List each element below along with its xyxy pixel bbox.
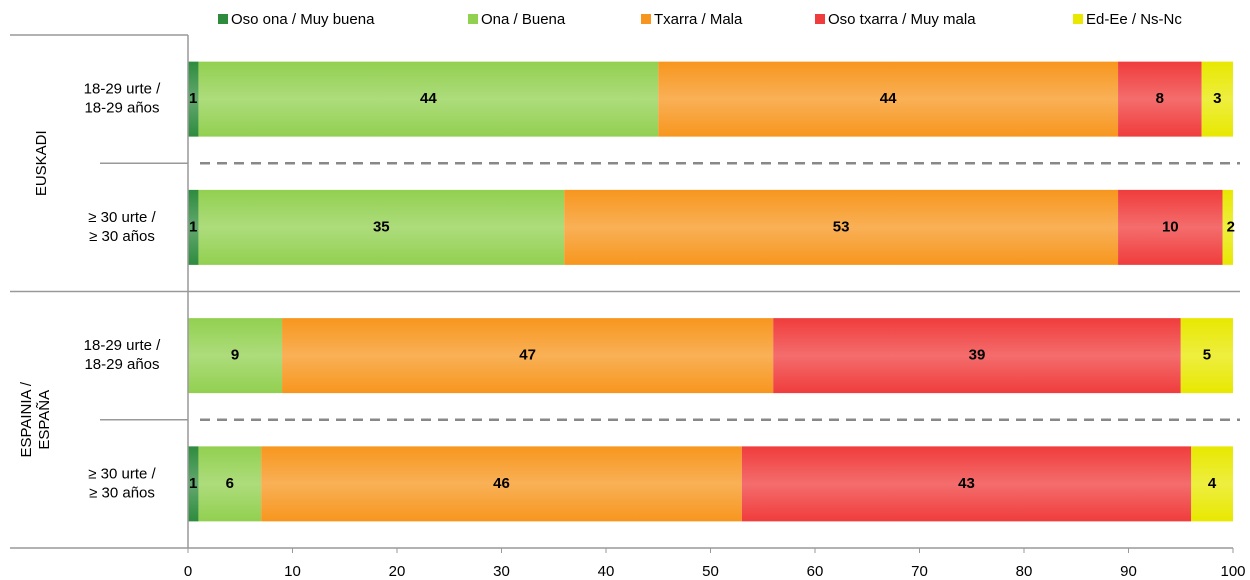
value-label: 1: [189, 475, 197, 492]
x-tick-label: 40: [598, 563, 615, 580]
value-label: 43: [958, 475, 975, 492]
value-label: 1: [189, 218, 197, 235]
legend-label: Txarra / Mala: [654, 11, 743, 28]
value-label: 1: [189, 90, 197, 107]
bar-segment: [564, 189, 1119, 265]
value-label: 53: [833, 218, 850, 235]
bar-segment: [1118, 61, 1202, 137]
x-tick-label: 70: [911, 563, 928, 580]
x-tick-label: 60: [807, 563, 824, 580]
bar-segment: [282, 318, 774, 394]
x-tick-label: 20: [389, 563, 406, 580]
bar-segment: [1191, 446, 1233, 522]
value-label: 6: [226, 475, 234, 492]
bar-segment: [1118, 189, 1223, 265]
group-label: EUSKADI: [33, 130, 50, 196]
category-label: ≥ 30 urte /: [88, 465, 156, 482]
bar-segment: [188, 189, 199, 265]
bar-segment: [1222, 189, 1233, 265]
x-tick-label: 30: [493, 563, 510, 580]
legend-swatch: [1073, 14, 1083, 24]
bar-segment: [658, 61, 1119, 137]
x-tick-label: 80: [1016, 563, 1033, 580]
value-label: 4: [1208, 475, 1217, 492]
bar-segment: [741, 446, 1192, 522]
value-label: 9: [231, 347, 239, 364]
value-label: 46: [493, 475, 510, 492]
value-label: 47: [519, 347, 536, 364]
group-label: ESPAINIA /ESPAÑA: [18, 381, 53, 457]
category-label: 18-29 urte /: [84, 81, 162, 98]
x-tick-label: 50: [702, 563, 719, 580]
value-label: 44: [880, 90, 897, 107]
bar-segment: [773, 318, 1181, 394]
bar-segment: [198, 61, 659, 137]
bar-segment: [188, 446, 199, 522]
category-label: 18-29 años: [84, 100, 159, 117]
x-tick-label: 0: [184, 563, 192, 580]
legend-label: Ed-Ee / Ns-Nc: [1086, 11, 1182, 28]
group-label-line: EUSKADI: [33, 130, 50, 196]
value-label: 39: [969, 347, 986, 364]
legend-swatch: [815, 14, 825, 24]
legend-label: Oso ona / Muy buena: [231, 11, 375, 28]
value-label: 8: [1156, 90, 1164, 107]
category-label: 18-29 urte /: [84, 337, 162, 354]
bar-segment: [1201, 61, 1233, 137]
legend-swatch: [641, 14, 651, 24]
legend-swatch: [218, 14, 228, 24]
legend-label: Oso txarra / Muy mala: [828, 11, 976, 28]
x-tick-label: 10: [284, 563, 301, 580]
category-label: ≥ 30 años: [89, 484, 155, 501]
bar-segment: [1180, 318, 1233, 394]
group-label-line: ESPAÑA: [36, 390, 53, 450]
value-label: 5: [1203, 347, 1211, 364]
group-label-line: ESPAINIA /: [18, 381, 35, 457]
bar-segment: [198, 446, 262, 522]
x-tick-label: 100: [1220, 563, 1245, 580]
bar-segment: [261, 446, 742, 522]
value-label: 44: [420, 90, 437, 107]
legend-label: Ona / Buena: [481, 11, 566, 28]
value-label: 10: [1162, 218, 1179, 235]
category-label: ≥ 30 años: [89, 228, 155, 245]
category-label: 18-29 años: [84, 356, 159, 373]
category-label: ≥ 30 urte /: [88, 209, 156, 226]
value-label: 3: [1213, 90, 1221, 107]
bar-segment: [188, 61, 199, 137]
legend-swatch: [468, 14, 478, 24]
value-label: 2: [1227, 218, 1235, 235]
value-label: 35: [373, 218, 390, 235]
bar-segment: [198, 189, 565, 265]
bar-segment: [188, 318, 283, 394]
x-tick-label: 90: [1120, 563, 1137, 580]
